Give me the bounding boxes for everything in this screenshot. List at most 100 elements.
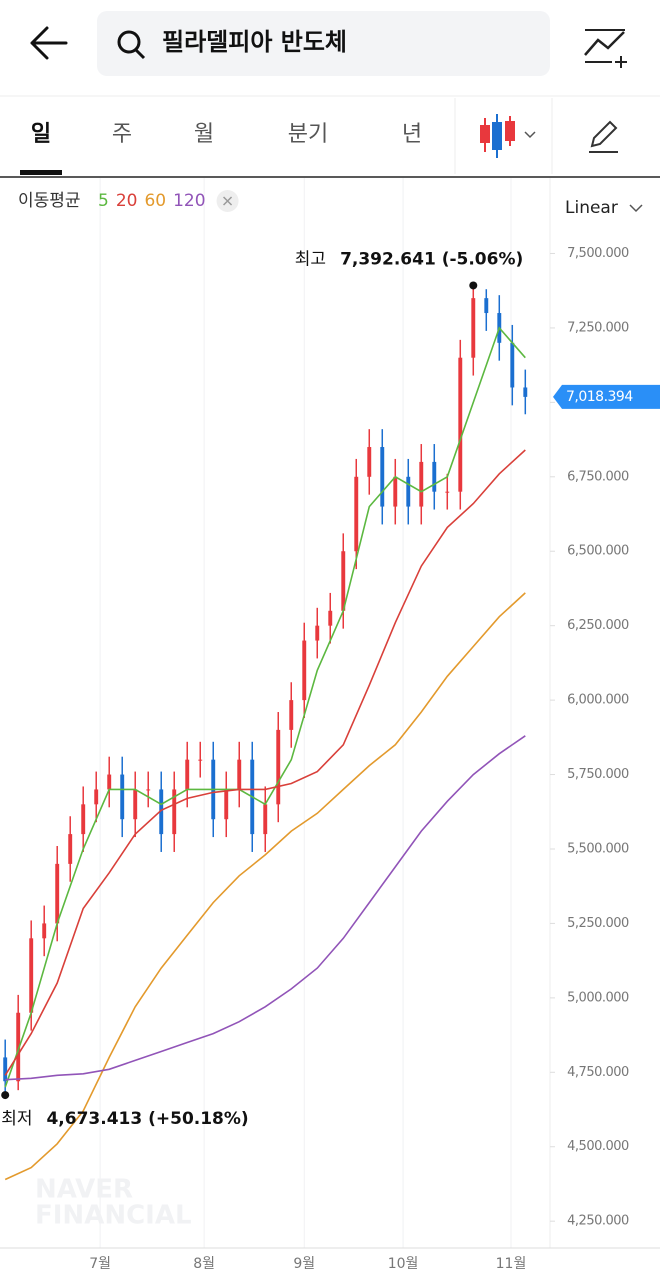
candle-body bbox=[3, 1057, 8, 1082]
y-tick-label: 5,250.000 bbox=[567, 916, 629, 931]
x-tick-label: 11월 bbox=[496, 1256, 527, 1272]
extreme-dot bbox=[469, 281, 478, 290]
candle-body bbox=[172, 789, 177, 835]
candle-body bbox=[198, 759, 203, 761]
price-tag bbox=[553, 384, 660, 409]
y-tick-label: 4,750.000 bbox=[567, 1065, 629, 1080]
x-tick-label: 10월 bbox=[388, 1256, 419, 1272]
x-tick-label: 7월 bbox=[89, 1256, 111, 1272]
y-tick-label: 5,750.000 bbox=[567, 767, 629, 782]
y-tick-label: 4,500.000 bbox=[567, 1139, 629, 1154]
y-tick-label: 5,500.000 bbox=[567, 841, 629, 856]
candle-body bbox=[471, 298, 476, 358]
compare-button[interactable] bbox=[584, 29, 627, 68]
candle-body bbox=[302, 640, 307, 701]
candle-body bbox=[328, 610, 333, 626]
legend-title: 이동평균 bbox=[18, 191, 81, 211]
legend-entry: 60 bbox=[144, 191, 166, 211]
candle-body bbox=[276, 729, 281, 805]
compare-icon bbox=[584, 31, 625, 56]
ma-line bbox=[4, 449, 526, 1076]
candle-body bbox=[120, 774, 125, 820]
price-tag-label: 7,018.394 bbox=[566, 389, 633, 405]
chart-type-button[interactable] bbox=[480, 114, 536, 158]
annotation-value: 7,392.641 (-5.06%) bbox=[340, 249, 523, 269]
y-tick-label: 6,500.000 bbox=[567, 544, 629, 559]
tab[interactable]: 일 bbox=[31, 122, 51, 147]
y-tick-label: 6,250.000 bbox=[567, 618, 629, 633]
extreme-dot bbox=[1, 1091, 10, 1100]
legend-entry: 20 bbox=[116, 191, 138, 211]
y-tick-label: 6,000.000 bbox=[567, 693, 629, 708]
annotation-value: 4,673.413 (+50.18%) bbox=[46, 1109, 248, 1129]
watermark: NAVER bbox=[35, 1175, 133, 1205]
search-icon bbox=[134, 48, 146, 60]
back-icon bbox=[30, 26, 68, 60]
y-axis-area bbox=[550, 178, 660, 1275]
candle-body bbox=[315, 625, 320, 641]
candle-body bbox=[159, 789, 164, 835]
draw-button[interactable] bbox=[589, 120, 618, 153]
candle-body bbox=[354, 476, 359, 552]
icon bbox=[629, 204, 643, 213]
search-text[interactable]: 필라델피아 반도체 bbox=[162, 28, 347, 56]
x-tick-label: 9월 bbox=[293, 1256, 315, 1272]
candle-body bbox=[445, 491, 450, 493]
search-box[interactable] bbox=[97, 11, 550, 76]
legend: 이동평균 5 20 60 120 bbox=[18, 190, 239, 212]
candle-body bbox=[42, 923, 47, 939]
y-tick-label: 5,000.000 bbox=[567, 990, 629, 1005]
tab[interactable]: 주 bbox=[112, 122, 132, 147]
icon bbox=[223, 196, 233, 206]
candle-body bbox=[367, 447, 372, 477]
back-button[interactable] bbox=[30, 26, 68, 60]
candle-body bbox=[484, 298, 489, 314]
candle-body bbox=[237, 759, 242, 790]
ma-line bbox=[4, 592, 526, 1181]
icon bbox=[524, 131, 536, 139]
watermark: FINANCIAL bbox=[35, 1201, 192, 1231]
candle-body bbox=[510, 342, 515, 388]
candle-body bbox=[523, 387, 528, 397]
candle-body bbox=[133, 789, 138, 820]
icon bbox=[492, 122, 502, 150]
candle-body bbox=[406, 476, 411, 507]
tab[interactable]: 년 bbox=[402, 122, 422, 147]
icon bbox=[505, 121, 515, 141]
candle-body bbox=[263, 804, 268, 835]
compare-icon bbox=[615, 56, 627, 68]
candle-body bbox=[81, 804, 86, 835]
candle-body bbox=[146, 789, 151, 791]
tab[interactable]: 월 bbox=[194, 122, 214, 147]
candle-body bbox=[419, 461, 424, 507]
legend-entry: 5 bbox=[98, 191, 109, 211]
scale-toggle[interactable]: Linear bbox=[565, 198, 618, 218]
candle-body bbox=[16, 1012, 21, 1082]
candle-body bbox=[107, 774, 112, 790]
candle-body bbox=[185, 759, 190, 790]
y-tick-label: 7,500.000 bbox=[567, 246, 629, 261]
candle-body bbox=[29, 938, 34, 1013]
candle-body bbox=[94, 789, 99, 805]
candle-body bbox=[55, 863, 60, 924]
x-tick-label: 8월 bbox=[193, 1256, 215, 1272]
candle-body bbox=[68, 834, 73, 864]
candle-body bbox=[393, 476, 398, 507]
candle-body bbox=[341, 551, 346, 611]
candle-body bbox=[289, 700, 294, 730]
icon bbox=[480, 125, 490, 143]
ma-line bbox=[4, 326, 526, 1088]
tab[interactable]: 분기 bbox=[288, 122, 328, 147]
search-icon bbox=[117, 30, 141, 54]
pencil-icon bbox=[590, 120, 618, 148]
annotation-label: 최고 bbox=[295, 249, 326, 269]
annotation-label: 최저 bbox=[1, 1109, 32, 1129]
candle-body bbox=[432, 461, 437, 492]
candle-body bbox=[224, 789, 229, 820]
tab-underline bbox=[20, 170, 62, 175]
legend-entry: 120 bbox=[173, 191, 205, 211]
y-tick-label: 4,250.000 bbox=[567, 1214, 629, 1229]
plot bbox=[3, 178, 528, 1248]
y-tick-label: 6,750.000 bbox=[567, 469, 629, 484]
